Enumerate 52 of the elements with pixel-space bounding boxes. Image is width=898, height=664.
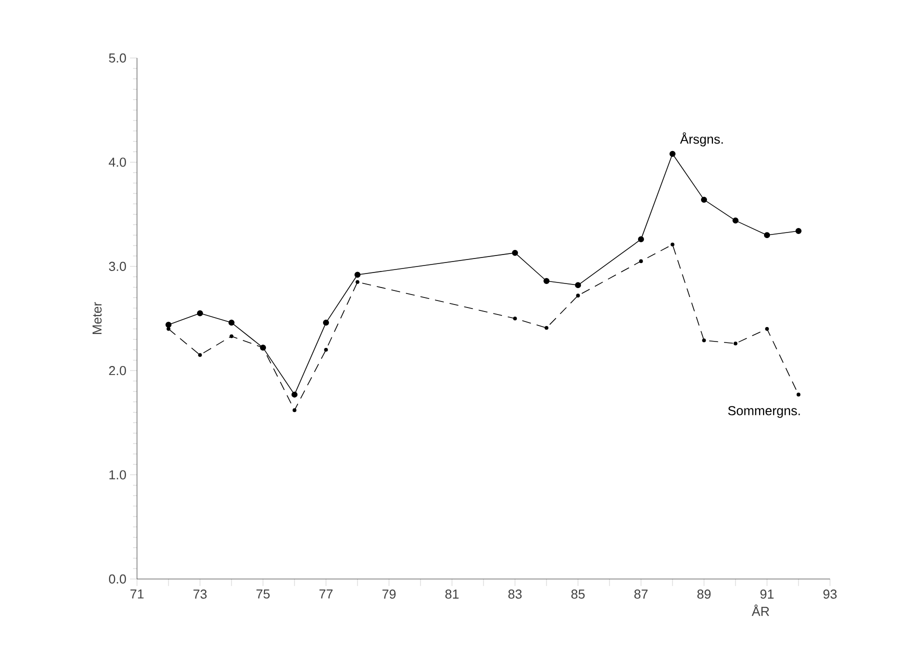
x-tick-label: 83	[508, 590, 522, 599]
point	[544, 326, 548, 330]
y-tick-label: 3.0	[108, 262, 126, 271]
point	[702, 338, 706, 342]
point	[638, 236, 644, 242]
point	[639, 259, 643, 264]
point	[197, 310, 203, 316]
point	[166, 322, 172, 328]
x-tick-label: 93	[823, 590, 837, 599]
point	[512, 250, 518, 256]
point	[796, 228, 802, 234]
y-tick-label: 4.0	[108, 158, 126, 167]
point	[323, 320, 329, 326]
x-tick-label: 77	[319, 590, 333, 598]
x-axis-title: ÅR	[752, 604, 770, 616]
y-tick-label: 1.0	[109, 470, 126, 480]
y-tick-label: 0.0	[108, 574, 126, 584]
point	[765, 327, 769, 331]
point	[228, 320, 234, 326]
point	[576, 294, 580, 298]
point	[796, 392, 800, 396]
y-tick-label: 5.0	[108, 53, 126, 63]
point	[230, 334, 234, 338]
x-tick-label: 87	[634, 590, 648, 599]
point	[732, 218, 739, 224]
point	[734, 342, 738, 346]
x-tick-label: 73	[193, 590, 207, 599]
x-tick-label: 75	[256, 590, 270, 599]
x-tick-label: 89	[697, 590, 711, 599]
point	[544, 278, 550, 284]
point	[324, 348, 328, 352]
x-tick-label: 91	[760, 590, 774, 599]
x-tick-label: 79	[382, 590, 396, 599]
point	[701, 196, 708, 203]
point	[356, 280, 360, 284]
series-label: Årsgns.	[680, 132, 723, 146]
x-tick-label: 81	[445, 590, 459, 599]
series-label: Sommergns.	[728, 406, 800, 418]
x-tick-label: 85	[571, 590, 585, 599]
point	[764, 232, 770, 238]
point	[292, 392, 298, 398]
point	[575, 282, 582, 288]
point	[166, 327, 170, 331]
point	[198, 353, 202, 357]
point	[292, 408, 296, 412]
x-tick-label: 71	[130, 590, 144, 598]
point	[670, 242, 674, 246]
y-tick-label: 2.0	[109, 366, 126, 376]
y-axis-title: Meter	[92, 302, 102, 334]
point	[354, 272, 360, 278]
point	[670, 150, 676, 157]
point	[513, 316, 517, 320]
